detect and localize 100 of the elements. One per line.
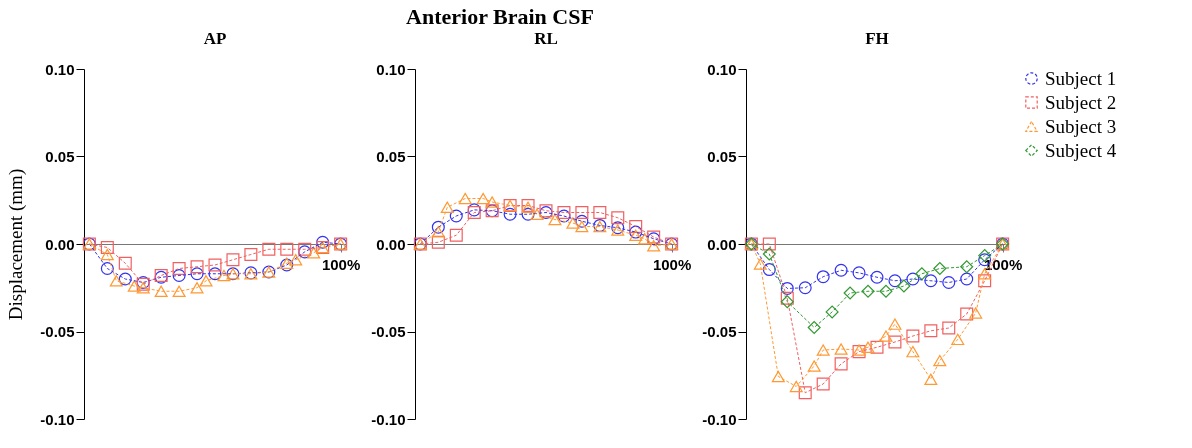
- point: [575, 214, 589, 228]
- text: Anterior Brain CSF: [405, 4, 595, 30]
- point: [316, 235, 330, 249]
- point: [503, 207, 517, 221]
- point: [638, 233, 652, 245]
- point: [834, 263, 848, 277]
- point: [843, 286, 857, 300]
- point: [789, 380, 803, 393]
- point: [753, 258, 767, 270]
- point: [190, 282, 204, 294]
- point: [172, 261, 186, 276]
- point: [978, 268, 992, 280]
- point: [136, 282, 150, 294]
- chart-title: RL: [534, 29, 558, 48]
- point: [861, 341, 875, 353]
- point: [888, 335, 902, 349]
- point: [888, 274, 902, 288]
- y-tick-label: 0.05: [45, 148, 75, 165]
- point: [199, 275, 213, 287]
- point: [280, 242, 294, 256]
- point: [458, 192, 472, 205]
- legend-label: Subject 2: [1045, 91, 1117, 113]
- y-tick-label: 0.00: [376, 235, 406, 253]
- point: [960, 307, 974, 321]
- point: [172, 285, 186, 297]
- point: [924, 373, 938, 385]
- point: [834, 357, 848, 371]
- point: [100, 248, 114, 261]
- point: [100, 262, 114, 275]
- point: [771, 370, 785, 383]
- point: [226, 253, 240, 267]
- y-tick-label: -0.10: [40, 410, 75, 428]
- point: [262, 242, 276, 256]
- point: [127, 280, 141, 292]
- point: [172, 269, 186, 282]
- point: [629, 219, 643, 234]
- legend-label: Subject 1: [1045, 67, 1117, 89]
- point: [942, 276, 956, 289]
- point: [548, 213, 562, 226]
- y-tick-label: -0.10: [702, 410, 737, 428]
- x-tick-label: 100%: [983, 255, 1023, 273]
- point: [557, 205, 571, 220]
- point: [780, 291, 794, 305]
- x-tick-label: 100%: [652, 255, 692, 273]
- y-tick-label: -0.10: [371, 410, 406, 428]
- point: [575, 220, 589, 233]
- point: [924, 324, 938, 338]
- point: [611, 211, 625, 225]
- point: [431, 220, 445, 234]
- point: [852, 266, 866, 280]
- point: [807, 320, 821, 334]
- point: [879, 284, 893, 298]
- point: [762, 263, 776, 277]
- point: [780, 295, 794, 309]
- point: [100, 240, 114, 255]
- point: [798, 281, 812, 295]
- point: [861, 284, 875, 298]
- point: [915, 267, 929, 281]
- point: [244, 247, 258, 262]
- legend-label: Subject 3: [1045, 115, 1117, 137]
- point: [897, 279, 911, 293]
- legend-label: Subject 4: [1045, 139, 1117, 161]
- point: [217, 269, 231, 282]
- point: [816, 344, 830, 356]
- point: [530, 208, 544, 220]
- point: [118, 256, 132, 270]
- point: [154, 285, 168, 297]
- point: [933, 261, 947, 276]
- point: [870, 270, 884, 284]
- y-tick-label: -0.05: [40, 323, 75, 340]
- point: [208, 258, 222, 272]
- point: [118, 272, 132, 286]
- point: [476, 192, 490, 205]
- y-tick-label: 0.10: [45, 60, 75, 78]
- point: [762, 247, 776, 261]
- y-tick-label: 0.00: [707, 235, 737, 253]
- point: [190, 267, 204, 281]
- chart-title: AP: [203, 29, 227, 48]
- point: [208, 267, 222, 281]
- point: [942, 321, 956, 335]
- y-tick-label: 0.00: [45, 235, 75, 253]
- point: [593, 205, 607, 220]
- point: [933, 354, 947, 367]
- point: [816, 377, 830, 391]
- point: [870, 340, 884, 354]
- point: [879, 330, 893, 342]
- point: [906, 329, 920, 343]
- point: [924, 274, 938, 288]
- point: [449, 228, 463, 242]
- point: [906, 272, 920, 286]
- point: [780, 281, 794, 295]
- point: [289, 254, 303, 266]
- point: [762, 237, 776, 251]
- point: [969, 307, 983, 319]
- point: [888, 318, 902, 330]
- y-tick-label: -0.05: [702, 323, 737, 340]
- point: [449, 209, 463, 223]
- point: [807, 360, 821, 372]
- point: [109, 275, 123, 287]
- chart-title: FH: [865, 29, 889, 48]
